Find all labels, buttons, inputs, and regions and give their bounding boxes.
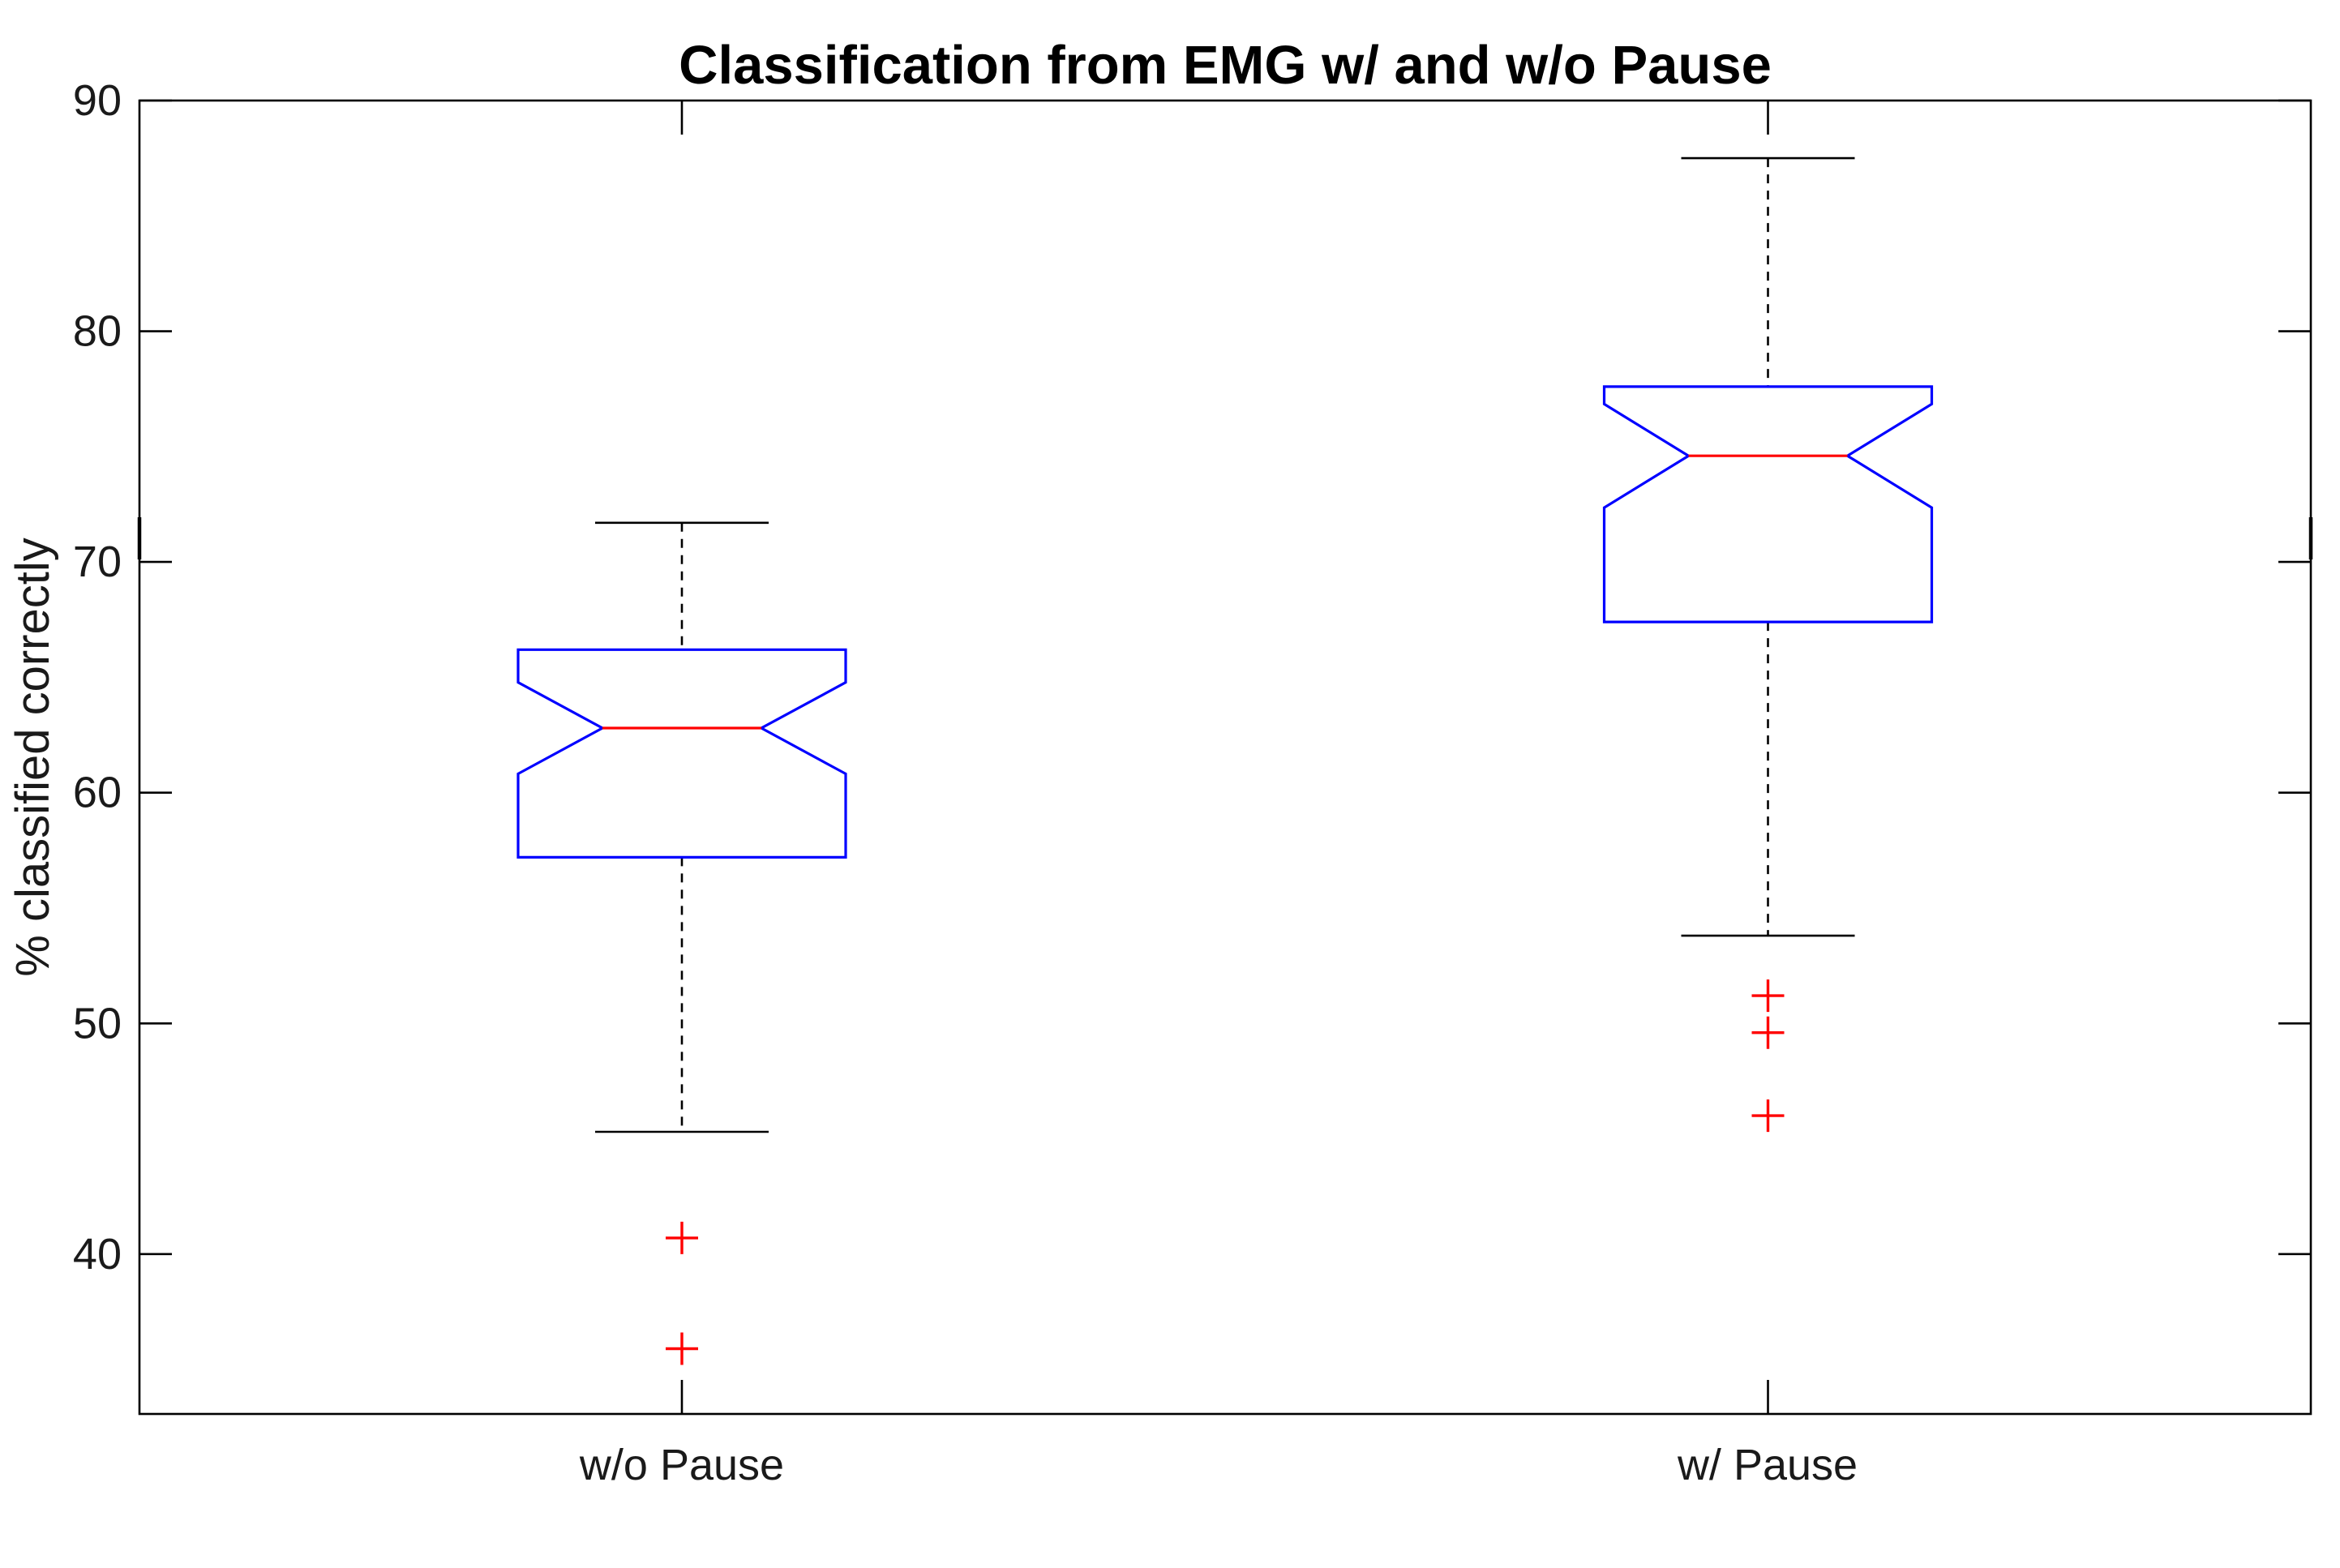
svg-text:w/o Pause: w/o Pause bbox=[579, 1441, 784, 1489]
svg-text:w/ Pause: w/ Pause bbox=[1677, 1441, 1858, 1489]
svg-text:40: 40 bbox=[73, 1230, 122, 1279]
svg-text:80: 80 bbox=[73, 307, 122, 356]
svg-text:70: 70 bbox=[73, 538, 122, 586]
svg-text:% classified correctly: % classified correctly bbox=[6, 538, 59, 976]
svg-text:50: 50 bbox=[73, 999, 122, 1047]
svg-text:90: 90 bbox=[73, 76, 122, 125]
svg-text:Classification from EMG w/ and: Classification from EMG w/ and w/o Pause bbox=[679, 35, 1772, 96]
svg-text:60: 60 bbox=[73, 769, 122, 817]
